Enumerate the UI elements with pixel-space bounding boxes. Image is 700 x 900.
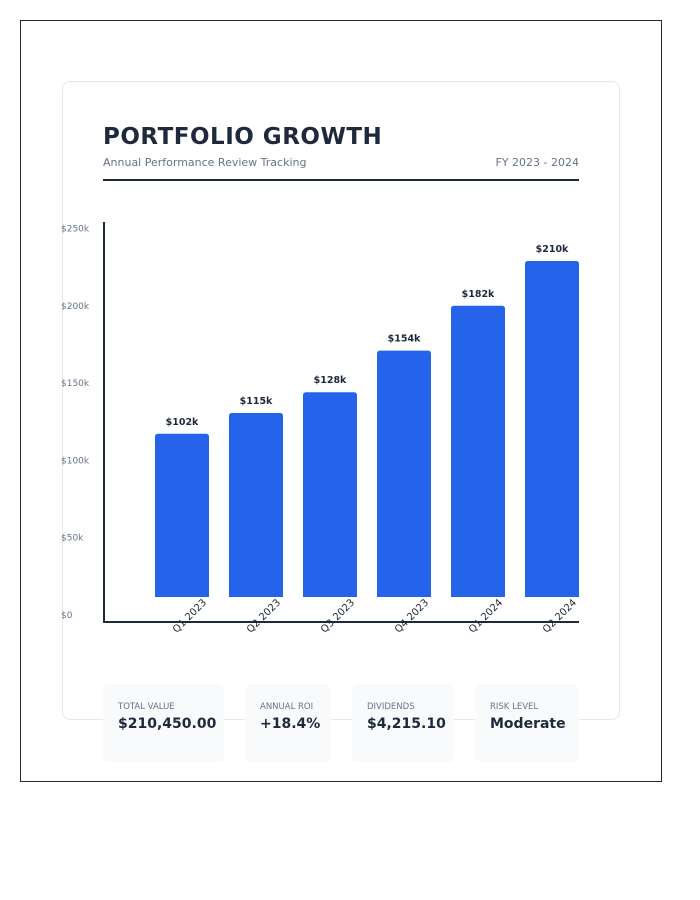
y-tick-label: $0 — [61, 611, 73, 621]
data-label: $182k — [462, 289, 495, 300]
bar — [377, 350, 431, 597]
stat-dividends: Dividends $4,215.10 — [352, 684, 454, 762]
y-tick-label: $250k — [61, 225, 90, 235]
bar — [155, 433, 209, 597]
stat-total-value: Total Value $210,450.00 — [103, 684, 224, 762]
stat-label: Annual ROI — [260, 702, 314, 712]
portfolio-card — [62, 81, 620, 720]
data-label: $115k — [240, 396, 273, 407]
stat-label: Risk Level — [490, 702, 539, 712]
y-tick-label: $100k — [61, 456, 90, 466]
x-tick-label: Q1 2024 — [467, 597, 505, 635]
x-tick-label: Q3 2023 — [319, 597, 357, 635]
x-tick-label: Q2 2024 — [541, 597, 579, 635]
stat-label: Total Value — [118, 702, 175, 712]
frame — [20, 20, 662, 782]
stat-value: $4,215.10 — [367, 716, 446, 732]
stat-label: Dividends — [367, 702, 415, 712]
stat-value: $210,450.00 — [118, 716, 217, 732]
bar — [303, 392, 357, 597]
stat-annual-roi: Annual ROI +18.4% — [245, 684, 331, 762]
y-tick-label: $200k — [61, 302, 90, 312]
bar — [525, 261, 579, 597]
header-divider — [103, 179, 579, 181]
y-tick-label: $50k — [61, 534, 84, 544]
data-label: $102k — [166, 417, 199, 428]
period-label: FY 2023 - 2024 — [495, 156, 580, 169]
data-label: $154k — [388, 334, 421, 345]
x-tick-label: Q2 2023 — [245, 597, 283, 635]
x-tick-label: Q4 2023 — [393, 597, 431, 635]
stat-value: Moderate — [490, 716, 566, 732]
bar — [451, 305, 505, 597]
stat-risk-level: Risk Level Moderate — [475, 684, 579, 762]
subtitle: Annual Performance Review Tracking — [103, 156, 307, 169]
y-tick-label: $150k — [61, 379, 90, 389]
x-tick-label: Q1 2023 — [171, 597, 209, 635]
stat-value: +18.4% — [260, 716, 321, 732]
data-label: $128k — [314, 375, 347, 386]
bar — [229, 413, 283, 597]
data-label: $210k — [536, 244, 569, 255]
page-title: PORTFOLIO GROWTH — [103, 124, 383, 150]
